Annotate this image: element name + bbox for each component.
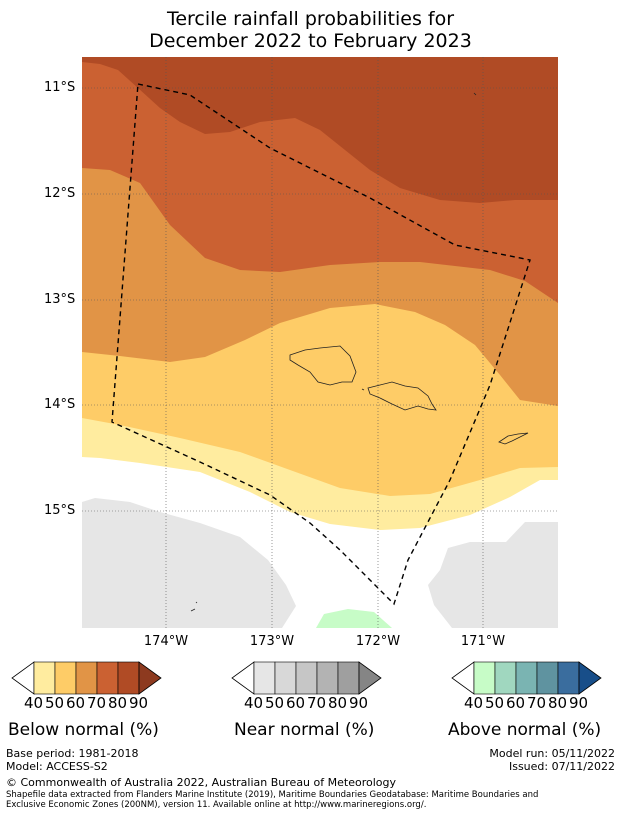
near-normal-region-left bbox=[82, 498, 296, 628]
colorbar-swatch bbox=[253, 661, 276, 695]
lon-label-172w: 172°W bbox=[355, 634, 401, 649]
colorbar-tick-label: 50 bbox=[45, 694, 65, 712]
near-normal-label: Near normal (%) bbox=[234, 720, 375, 740]
lat-label-12s: 12°S bbox=[44, 186, 76, 201]
colorbar-tick-label: 60 bbox=[66, 694, 86, 712]
colorbar-tick-label: 50 bbox=[265, 694, 285, 712]
colorbar-tick-label: 80 bbox=[108, 694, 128, 712]
shapefile-credit-2: Exclusive Economic Zones (200NM), versio… bbox=[6, 800, 427, 810]
colorbar-tick-label: 90 bbox=[129, 694, 149, 712]
colorbar-swatch bbox=[96, 661, 119, 695]
colorbar-over-arrow bbox=[358, 661, 382, 695]
near-normal-region-right bbox=[428, 522, 558, 628]
small-island-south bbox=[190, 601, 198, 612]
colorbar-tick-label: 80 bbox=[548, 694, 568, 712]
colorbar-tick-label: 70 bbox=[87, 694, 107, 712]
colorbar-swatch bbox=[117, 661, 140, 695]
title-line-2: December 2022 to February 2023 bbox=[149, 30, 472, 52]
map-title: Tercile rainfall probabilities for Decem… bbox=[0, 8, 621, 52]
colorbar-swatch bbox=[295, 661, 318, 695]
lat-label-13s: 13°S bbox=[44, 292, 76, 307]
savaii-island bbox=[289, 345, 357, 386]
colorbar-swatch bbox=[274, 661, 297, 695]
above-normal-region bbox=[316, 609, 392, 628]
islands bbox=[190, 92, 529, 612]
colorbar-under-arrow bbox=[11, 661, 35, 695]
tutuila-island bbox=[498, 432, 529, 445]
copyright: © Commonwealth of Australia 2022, Austra… bbox=[6, 776, 396, 789]
lat-label-14s: 14°S bbox=[44, 397, 76, 412]
colorbar-tick-label: 90 bbox=[569, 694, 589, 712]
colorbar-swatch bbox=[515, 661, 538, 695]
small-island-north bbox=[473, 92, 477, 96]
lat-label-15s: 15°S bbox=[44, 503, 76, 518]
colorbar-under-arrow bbox=[231, 661, 255, 695]
colorbar-swatch bbox=[33, 661, 56, 695]
model-name: Model: ACCESS-S2 bbox=[6, 760, 108, 773]
colorbar-tick-label: 40 bbox=[464, 694, 484, 712]
colorbar-swatch bbox=[316, 661, 339, 695]
upolu-island bbox=[367, 381, 437, 411]
colorbar-tick-label: 70 bbox=[527, 694, 547, 712]
base-period: Base period: 1981-2018 bbox=[6, 747, 139, 760]
colorbar-below-normal bbox=[11, 661, 162, 695]
colorbar-tick-label: 70 bbox=[307, 694, 327, 712]
issued-date: Issued: 07/11/2022 bbox=[508, 760, 615, 773]
colorbar-swatch bbox=[473, 661, 496, 695]
below-90-region bbox=[82, 57, 558, 203]
colorbar-near-normal bbox=[231, 661, 382, 695]
title-line-1: Tercile rainfall probabilities for bbox=[166, 8, 455, 30]
colorbar-tick-label: 60 bbox=[506, 694, 526, 712]
colorbar-tick-label: 40 bbox=[244, 694, 264, 712]
colorbar-above-normal bbox=[451, 661, 602, 695]
graticule bbox=[82, 57, 558, 628]
model-run: Model run: 05/11/2022 bbox=[489, 747, 615, 760]
lon-label-171w: 171°W bbox=[460, 634, 506, 649]
above-normal-label: Above normal (%) bbox=[448, 720, 602, 740]
colorbar-tick-label: 80 bbox=[328, 694, 348, 712]
colorbar-tick-label: 60 bbox=[286, 694, 306, 712]
colorbar-swatch bbox=[557, 661, 580, 695]
colorbar-swatch bbox=[337, 661, 360, 695]
colorbar-under-arrow bbox=[451, 661, 475, 695]
colorbar-over-arrow bbox=[138, 661, 162, 695]
colorbar-swatch bbox=[494, 661, 517, 695]
shapefile-credit-1: Shapefile data extracted from Flanders M… bbox=[6, 790, 539, 800]
colorbar-swatch bbox=[54, 661, 77, 695]
colorbar-tick-label: 90 bbox=[349, 694, 369, 712]
colorbar-swatch bbox=[75, 661, 98, 695]
colorbar-swatch bbox=[536, 661, 559, 695]
lon-label-173w: 173°W bbox=[249, 634, 295, 649]
below-normal-label: Below normal (%) bbox=[8, 720, 159, 740]
eez-boundary bbox=[111, 83, 531, 606]
lon-label-174w: 174°W bbox=[143, 634, 189, 649]
colorbar-over-arrow bbox=[578, 661, 602, 695]
colorbar-tick-label: 40 bbox=[24, 694, 44, 712]
rainfall-map bbox=[82, 57, 558, 628]
small-islet-1 bbox=[361, 388, 365, 391]
lat-label-11s: 11°S bbox=[44, 80, 76, 95]
colorbar-tick-label: 50 bbox=[485, 694, 505, 712]
